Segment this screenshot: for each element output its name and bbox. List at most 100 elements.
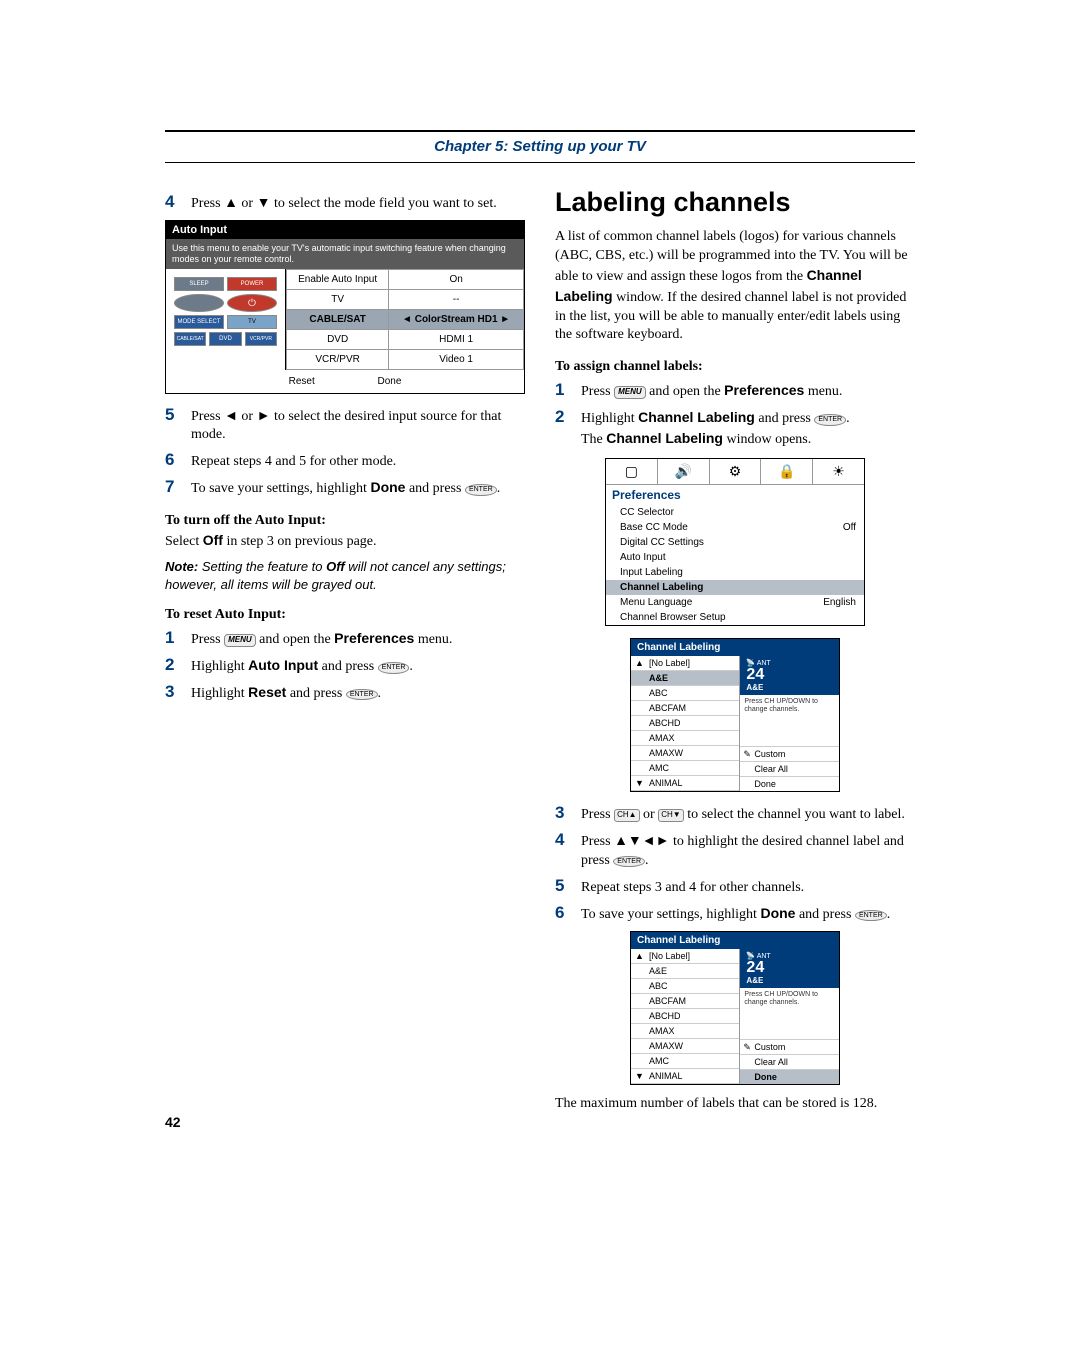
right-arrow-icon: ► bbox=[498, 314, 511, 325]
cl-list-item: A&E bbox=[631, 671, 739, 686]
pref-tabs: ▢ 🔊 ⚙ 🔒 ☀ bbox=[606, 459, 864, 485]
pref-row: Digital CC Settings bbox=[606, 535, 864, 550]
cl-list-item: AMAXW bbox=[631, 746, 739, 761]
cl-button: Clear All bbox=[740, 761, 839, 776]
step-num: 7 bbox=[165, 476, 191, 499]
pref-row-selected: Channel Labeling bbox=[606, 580, 864, 595]
cl-list-item: AMAX bbox=[631, 731, 739, 746]
down-arrow: ▼ bbox=[257, 193, 271, 212]
ai-row: TV-- bbox=[287, 289, 524, 309]
cl-list-item: ▲[No Label] bbox=[631, 949, 739, 964]
pref-title: Preferences bbox=[606, 485, 864, 505]
auto-input-table: Enable Auto InputOn TV-- CABLE/SAT◄ Colo… bbox=[286, 269, 524, 370]
step-text: Repeat steps 3 and 4 for other channels. bbox=[581, 879, 915, 898]
page-number: 42 bbox=[165, 1114, 181, 1130]
step-text: Repeat steps 4 and 5 for other mode. bbox=[191, 453, 525, 472]
auto-input-footer: Reset Done bbox=[166, 370, 524, 393]
ai-row-selected: CABLE/SAT◄ ColorStream HD1 ► bbox=[287, 309, 524, 329]
cl-hint: Press CH UP/DOWN to change channels. bbox=[740, 988, 839, 1039]
up-arrow: ▲ bbox=[224, 193, 238, 212]
step-5: 5 Press ◄ or ► to select the desired inp… bbox=[165, 404, 525, 446]
enter-icon: ENTER bbox=[465, 484, 497, 495]
cl-list-item: AMC bbox=[631, 1054, 739, 1069]
cl-list-item: AMAXW bbox=[631, 1039, 739, 1054]
step-num: 1 bbox=[555, 379, 581, 402]
channel-labeling-panel-2: Channel Labeling ▲[No Label]A&EABCABCFAM… bbox=[630, 931, 840, 1085]
step-text: Highlight Auto Input and press ENTER. bbox=[191, 656, 525, 677]
step-num: 6 bbox=[165, 449, 191, 472]
step-num: 6 bbox=[555, 902, 581, 925]
tab-picture-icon: ▢ bbox=[606, 459, 658, 484]
ai-row: VCR/PVRVideo 1 bbox=[287, 349, 524, 369]
menu-icon: MENU bbox=[614, 386, 646, 399]
tab-audio-icon: 🔊 bbox=[658, 459, 710, 484]
cl-hint: Press CH UP/DOWN to change channels. bbox=[740, 695, 839, 746]
step-text: Highlight Reset and press ENTER. bbox=[191, 683, 525, 704]
assign-step-1: 1 Press MENU and open the Preferences me… bbox=[555, 379, 915, 402]
cl-list-item: AMC bbox=[631, 761, 739, 776]
menu-icon: MENU bbox=[224, 634, 256, 647]
pref-row: Auto Input bbox=[606, 550, 864, 565]
cl-button: Done bbox=[740, 1069, 839, 1084]
reset-step-1: 1 Press MENU and open the Preferences me… bbox=[165, 627, 525, 650]
step-7: 7 To save your settings, highlight Done … bbox=[165, 476, 525, 499]
assign-step-2: 2 Highlight Channel Labeling and press E… bbox=[555, 406, 915, 450]
tab-lock-icon: 🔒 bbox=[761, 459, 813, 484]
auto-input-panel: Auto Input Use this menu to enable your … bbox=[165, 220, 525, 394]
heading-reset: To reset Auto Input: bbox=[165, 607, 525, 623]
assign-step-3: 3 Press CH▲ or CH▼ to select the channel… bbox=[555, 802, 915, 825]
cl-preview: 📡 ANT 24 A&E bbox=[740, 949, 839, 988]
reset-step-2: 2 Highlight Auto Input and press ENTER. bbox=[165, 654, 525, 677]
reset-step-3: 3 Highlight Reset and press ENTER. bbox=[165, 681, 525, 704]
remote-vcrpvr: VCR/PVR bbox=[245, 332, 277, 346]
step-text: Press CH▲ or CH▼ to select the channel y… bbox=[581, 806, 915, 825]
remote-cablesat: CABLE/SAT bbox=[174, 332, 206, 346]
step-text: Press MENU and open the Preferences menu… bbox=[581, 381, 915, 402]
heading-assign: To assign channel labels: bbox=[555, 359, 915, 375]
footer-text: The maximum number of labels that can be… bbox=[555, 1095, 915, 1114]
heading-labeling: Labeling channels bbox=[555, 187, 915, 218]
ai-row: DVDHDMI 1 bbox=[287, 329, 524, 349]
pref-row: Channel Browser Setup bbox=[606, 610, 864, 625]
step-text: To save your settings, highlight Done an… bbox=[581, 904, 915, 925]
pref-row: CC Selector bbox=[606, 505, 864, 520]
remote-dvd: DVD bbox=[209, 332, 241, 346]
pencil-icon: ✎ bbox=[743, 749, 751, 760]
right-arrow: ► bbox=[257, 406, 271, 425]
remote-tv: TV bbox=[227, 315, 277, 329]
cl-button: ✎Custom bbox=[740, 746, 839, 761]
cl-right: 📡 ANT 24 A&E Press CH UP/DOWN to change … bbox=[740, 656, 839, 791]
cl-list-item: ABC bbox=[631, 979, 739, 994]
chapter-title: Chapter 5: Setting up your TV bbox=[434, 138, 646, 155]
reset-button: Reset bbox=[289, 376, 315, 387]
cl-list-item: ABCHD bbox=[631, 716, 739, 731]
ch-down-icon: CH▼ bbox=[658, 809, 683, 822]
heading-turn-off: To turn off the Auto Input: bbox=[165, 513, 525, 529]
channel-labeling-panel-1: Channel Labeling ▲[No Label]A&EABCABCFAM… bbox=[630, 638, 840, 792]
cl-list-item: A&E bbox=[631, 964, 739, 979]
ch-up-icon: CH▲ bbox=[614, 809, 639, 822]
note: Note: Setting the feature to Off will no… bbox=[165, 558, 525, 593]
cl-button: Clear All bbox=[740, 1054, 839, 1069]
cl-list-item: ABCHD bbox=[631, 1009, 739, 1024]
step-4: 4 Press ▲ or ▼ to select the mode field … bbox=[165, 191, 525, 214]
cl-list-item: ▼ANIMAL bbox=[631, 1069, 739, 1084]
enter-icon: ENTER bbox=[346, 689, 378, 700]
intro-text: A list of common channel labels (logos) … bbox=[555, 228, 915, 345]
step-text: Highlight Channel Labeling and press ENT… bbox=[581, 408, 915, 450]
step-num: 2 bbox=[555, 406, 581, 429]
cl-list-item: ABC bbox=[631, 686, 739, 701]
step-6: 6 Repeat steps 4 and 5 for other mode. bbox=[165, 449, 525, 472]
tab-applications-icon: ⚙ bbox=[710, 459, 762, 484]
assign-step-5: 5 Repeat steps 3 and 4 for other channel… bbox=[555, 875, 915, 898]
step-num: 3 bbox=[555, 802, 581, 825]
chapter-bar: Chapter 5: Setting up your TV bbox=[165, 130, 915, 163]
step-num: 2 bbox=[165, 654, 191, 677]
left-column: 4 Press ▲ or ▼ to select the mode field … bbox=[165, 187, 525, 1120]
cl-list-item: ▲[No Label] bbox=[631, 656, 739, 671]
left-arrow: ◄ bbox=[224, 406, 238, 425]
remote-sleep: SLEEP bbox=[174, 277, 224, 291]
preferences-panel: ▢ 🔊 ⚙ 🔒 ☀ Preferences CC Selector Base C… bbox=[605, 458, 865, 626]
cl-list: ▲[No Label]A&EABCABCFAMABCHDAMAXAMAXWAMC… bbox=[631, 656, 740, 791]
cl-list-item: ABCFAM bbox=[631, 994, 739, 1009]
